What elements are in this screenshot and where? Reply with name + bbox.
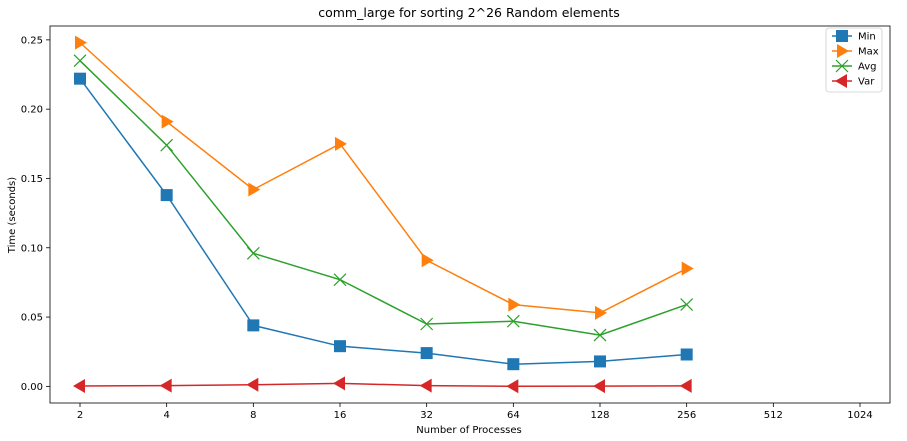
data-point-max — [248, 182, 261, 197]
data-point-avg — [160, 138, 174, 152]
y-tick-label: 0.25 — [21, 35, 43, 46]
data-point-var — [679, 378, 692, 393]
legend-item-avg: Avg — [832, 59, 877, 73]
x-tick-label: 256 — [677, 410, 696, 421]
data-point-min — [680, 348, 693, 361]
x-tick-label: 8 — [250, 410, 256, 421]
series-max — [75, 35, 694, 320]
data-point-avg — [420, 317, 434, 331]
data-point-avg — [246, 246, 260, 260]
y-axis: 0.00 0.05 0.10 0.15 0.20 0.25 — [21, 35, 50, 393]
legend-item-min: Min — [832, 30, 876, 43]
series-line-min — [79, 78, 687, 365]
legend-label: Avg — [858, 62, 877, 73]
data-point-max — [681, 261, 694, 276]
x-tick-label: 512 — [764, 410, 783, 421]
data-point-var — [73, 378, 85, 393]
data-point-var — [593, 379, 605, 394]
series-var — [73, 376, 692, 394]
data-point-var — [159, 378, 172, 393]
legend-items: Min Max Avg Var — [832, 30, 879, 88]
data-point-min — [74, 72, 86, 85]
x-axis: 2 4 8 16 32 64 128 256 512 1024 — [77, 403, 873, 421]
plot-area — [49, 25, 891, 404]
legend-marker — [836, 30, 848, 42]
data-point-max — [335, 136, 347, 151]
x-tick-label: 4 — [163, 410, 169, 421]
legend-item-var: Var — [832, 74, 875, 88]
data-point-max — [595, 305, 607, 320]
data-point-var — [246, 377, 259, 392]
data-point-avg — [333, 273, 347, 287]
y-tick-label: 0.10 — [21, 243, 43, 254]
legend-marker — [835, 74, 847, 88]
data-point-var — [419, 378, 432, 393]
x-tick-label: 32 — [420, 410, 433, 421]
legend-item-max: Max — [832, 44, 879, 58]
legend-label: Var — [858, 77, 875, 88]
data-point-max — [75, 35, 87, 50]
data-point-max — [161, 114, 174, 129]
legend: Min Max Avg Var — [825, 27, 883, 93]
legend-label: Max — [858, 47, 879, 58]
x-tick-label: 64 — [507, 410, 520, 421]
data-point-min — [420, 347, 433, 360]
legend-box — [825, 27, 883, 93]
y-axis-label: Time (seconds) — [7, 177, 18, 254]
x-tick-label: 2 — [77, 410, 83, 421]
legend-marker — [835, 59, 849, 73]
data-point-min — [334, 340, 346, 353]
series-line-var — [79, 382, 687, 387]
y-tick-label: 0.15 — [21, 174, 43, 185]
data-point-max — [421, 253, 434, 268]
series-line-avg — [79, 60, 687, 336]
legend-label: Min — [858, 32, 876, 43]
y-tick-label: 0.00 — [21, 382, 43, 393]
data-point-avg — [73, 54, 87, 68]
legend-marker — [837, 44, 849, 58]
data-point-min — [160, 189, 173, 202]
y-tick-label: 0.05 — [21, 313, 43, 324]
x-tick-label: 128 — [590, 410, 609, 421]
chart-title: comm_large for sorting 2^26 Random eleme… — [318, 5, 620, 20]
series-layer — [73, 35, 694, 394]
x-tick-label: 16 — [334, 410, 347, 421]
data-point-var — [333, 376, 345, 391]
x-axis-label: Number of Processes — [416, 425, 521, 436]
data-point-max — [508, 297, 521, 312]
data-point-avg — [593, 328, 607, 342]
series-line-max — [79, 42, 688, 314]
y-tick-label: 0.20 — [21, 105, 43, 116]
data-point-min — [507, 358, 520, 371]
data-point-var — [506, 379, 519, 394]
data-point-avg — [506, 314, 520, 328]
data-point-avg — [680, 298, 694, 312]
series-min — [74, 72, 693, 371]
data-point-min — [247, 319, 260, 332]
series-avg — [73, 54, 694, 342]
data-point-min — [594, 355, 606, 368]
x-tick-label: 1024 — [847, 410, 872, 421]
